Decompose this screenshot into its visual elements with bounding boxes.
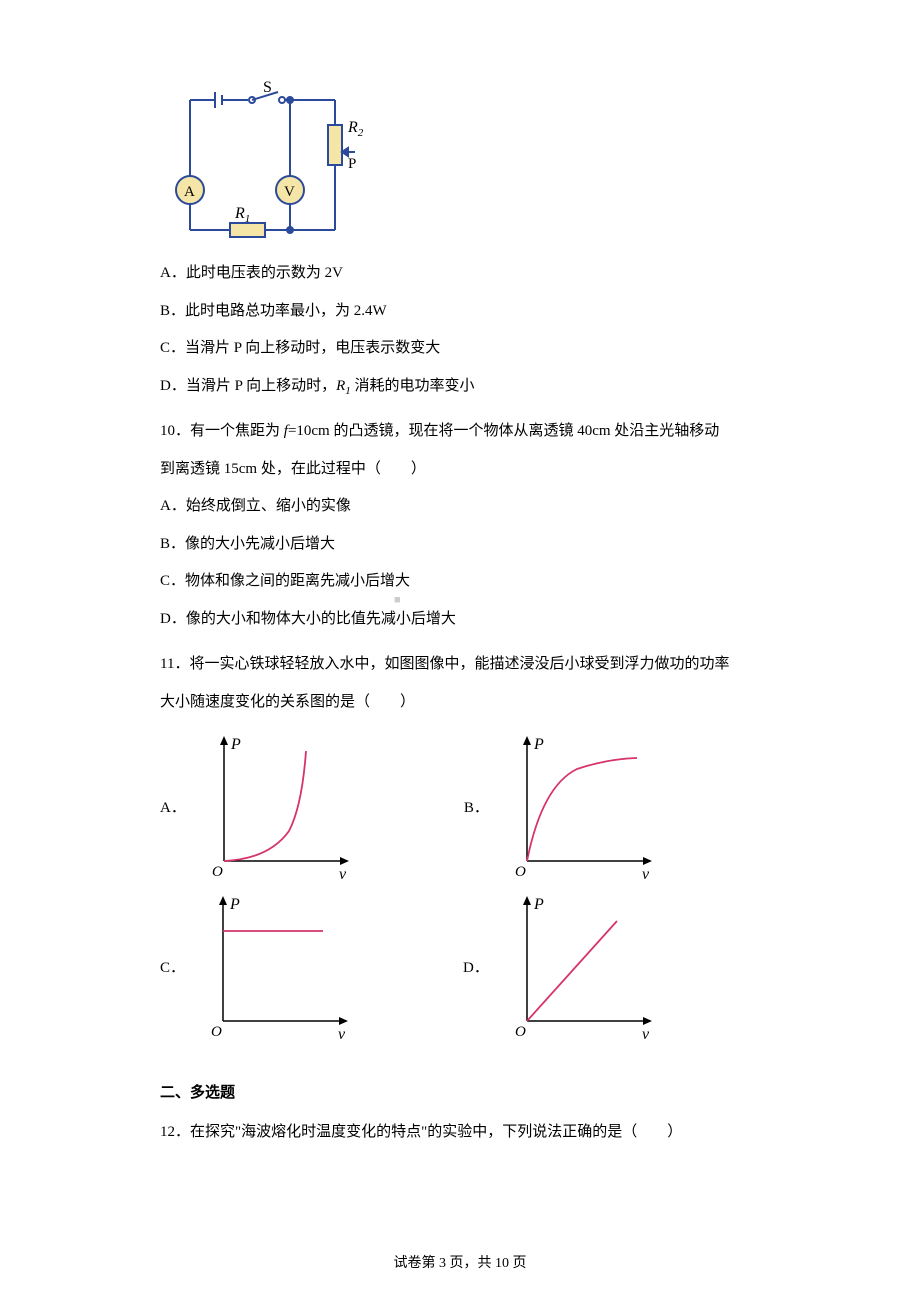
q11-graph-b: B． P v O	[464, 731, 657, 881]
graph-c-svg: P v O	[193, 891, 353, 1041]
switch-label: S	[263, 80, 272, 96]
q11-graph-c: C． P v O	[160, 891, 353, 1041]
svg-text:P: P	[229, 896, 240, 913]
voltmeter-label: V	[284, 184, 295, 200]
q11-graph-d: D． P v O	[463, 891, 657, 1041]
svg-text:P: P	[533, 736, 544, 753]
svg-text:v: v	[338, 1026, 346, 1041]
q10-option-b: B．像的大小先减小后增大	[160, 526, 760, 564]
q11-label-c: C．	[160, 956, 185, 977]
svg-text:O: O	[212, 864, 223, 880]
q11-graph-a: A． P v O	[160, 731, 354, 881]
svg-text:O: O	[515, 1024, 526, 1040]
q9-option-c: C．当滑片 P 向上移动时，电压表示数变大	[160, 330, 760, 368]
q11-graph-row2: C． P v O D． P v O	[160, 891, 760, 1041]
svg-text:v: v	[642, 1026, 650, 1041]
q10-stem: 10．有一个焦距为 f=10cm 的凸透镜，现在将一个物体从离透镜 40cm 处…	[160, 413, 760, 451]
section2-title: 二、多选题	[160, 1081, 760, 1102]
q9-option-b: B．此时电路总功率最小，为 2.4W	[160, 293, 760, 331]
q11-stem-line1: 11．将一实心铁球轻轻放入水中，如图图像中，能描述浸没后小球受到浮力做功的功率	[160, 646, 760, 684]
q9-option-d: D．当滑片 P 向上移动时，R1 消耗的电功率变小	[160, 368, 760, 406]
watermark-mark: ■	[394, 594, 401, 606]
q10-option-d: D．像的大小和物体大小的比值先减小后增大	[160, 601, 760, 639]
svg-text:v: v	[642, 866, 650, 881]
q10-option-a: A．始终成倒立、缩小的实像	[160, 488, 760, 526]
q10-stem-line2: 到离透镜 15cm 处，在此过程中（ ）	[160, 451, 760, 489]
page-footer: 试卷第 3 页，共 10 页	[0, 1252, 920, 1272]
ammeter-label: A	[184, 184, 195, 200]
svg-text:P: P	[533, 896, 544, 913]
graph-b-svg: P v O	[497, 731, 657, 881]
svg-text:P: P	[230, 736, 241, 753]
q11-label-a: A．	[160, 796, 186, 817]
p-label: P	[348, 156, 356, 172]
circuit-svg: S R2 P A V R1	[160, 80, 370, 250]
q9-option-a: A．此时电压表的示数为 2V	[160, 255, 760, 293]
q12-stem: 12．在探究"海波熔化时温度变化的特点"的实验中，下列说法正确的是（ ）	[160, 1114, 760, 1152]
q11-stem-line2: 大小随速度变化的关系图的是（ ）	[160, 684, 760, 722]
q10-option-c: C．物体和像之间的距离先减小后增大	[160, 563, 760, 601]
q11-graph-row1: A． P v O B． P v O	[160, 731, 760, 881]
q11-label-d: D．	[463, 956, 489, 977]
svg-text:O: O	[515, 864, 526, 880]
graph-a-svg: P v O	[194, 731, 354, 881]
svg-text:O: O	[211, 1024, 222, 1040]
graph-d-svg: P v O	[497, 891, 657, 1041]
svg-text:v: v	[339, 866, 347, 881]
r2-label: R2	[347, 119, 364, 139]
q11-label-b: B．	[464, 796, 489, 817]
circuit-diagram: S R2 P A V R1	[160, 80, 760, 255]
